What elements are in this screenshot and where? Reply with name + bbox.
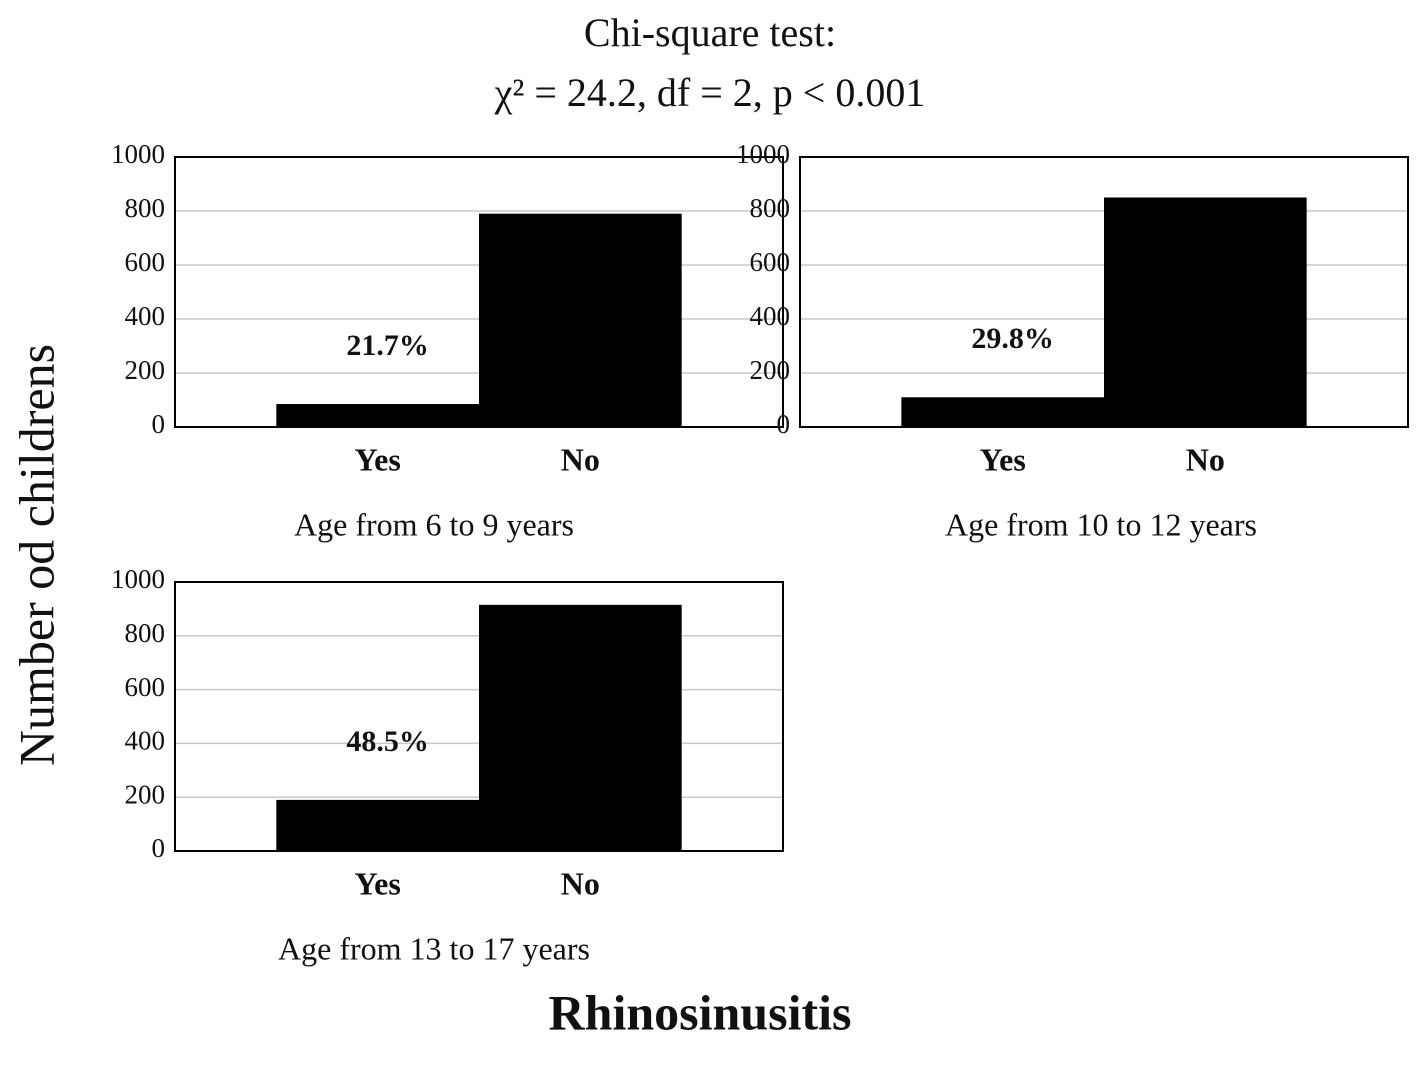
y-tick-label: 600 xyxy=(125,247,166,277)
plot-frame xyxy=(799,156,1409,428)
panel-label: Age from 6 to 9 years xyxy=(294,506,574,542)
y-tick-label: 800 xyxy=(750,193,791,223)
y-tick-label: 0 xyxy=(777,409,791,439)
bar xyxy=(479,213,682,427)
plot-frame xyxy=(174,156,784,428)
bar xyxy=(276,404,479,427)
bar xyxy=(901,397,1104,427)
y-tick-label: 800 xyxy=(125,618,166,648)
x-tick-label: Yes xyxy=(355,441,401,477)
panel-label: Age from 10 to 12 years xyxy=(945,506,1257,542)
bar xyxy=(276,799,479,851)
y-tick-label: 600 xyxy=(750,247,791,277)
y-tick-label: 200 xyxy=(750,355,791,385)
x-axis-label: Rhinosinusitis xyxy=(549,984,852,1040)
chart-subtitle: χ² = 24.2, df = 2, p < 0.001 xyxy=(494,70,926,115)
y-tick-label: 0 xyxy=(152,833,166,863)
y-tick-label: 1000 xyxy=(736,139,790,169)
y-tick-label: 1000 xyxy=(111,564,165,594)
y-tick-label: 400 xyxy=(125,301,166,331)
annotation: 29.8% xyxy=(971,322,1054,355)
x-tick-label: Yes xyxy=(355,865,401,901)
annotation: 21.7% xyxy=(346,329,429,362)
y-tick-label: 600 xyxy=(125,672,166,702)
x-tick-label: Yes xyxy=(980,441,1026,477)
x-tick-label: No xyxy=(561,441,600,477)
annotation: 48.5% xyxy=(346,725,429,758)
y-tick-label: 0 xyxy=(152,409,166,439)
x-tick-label: No xyxy=(1186,441,1225,477)
bar xyxy=(479,604,682,851)
bar xyxy=(1104,197,1307,427)
y-tick-label: 200 xyxy=(125,355,166,385)
y-tick-label: 400 xyxy=(750,301,791,331)
y-tick-label: 800 xyxy=(125,193,166,223)
y-tick-label: 1000 xyxy=(111,139,165,169)
y-tick-label: 200 xyxy=(125,779,166,809)
plot-frame xyxy=(174,581,784,852)
panel-label: Age from 13 to 17 years xyxy=(278,930,590,966)
y-tick-label: 400 xyxy=(125,726,166,756)
x-tick-label: No xyxy=(561,865,600,901)
y-axis-label: Number od childrens xyxy=(8,344,64,766)
chart-title: Chi-square test: xyxy=(584,10,836,55)
